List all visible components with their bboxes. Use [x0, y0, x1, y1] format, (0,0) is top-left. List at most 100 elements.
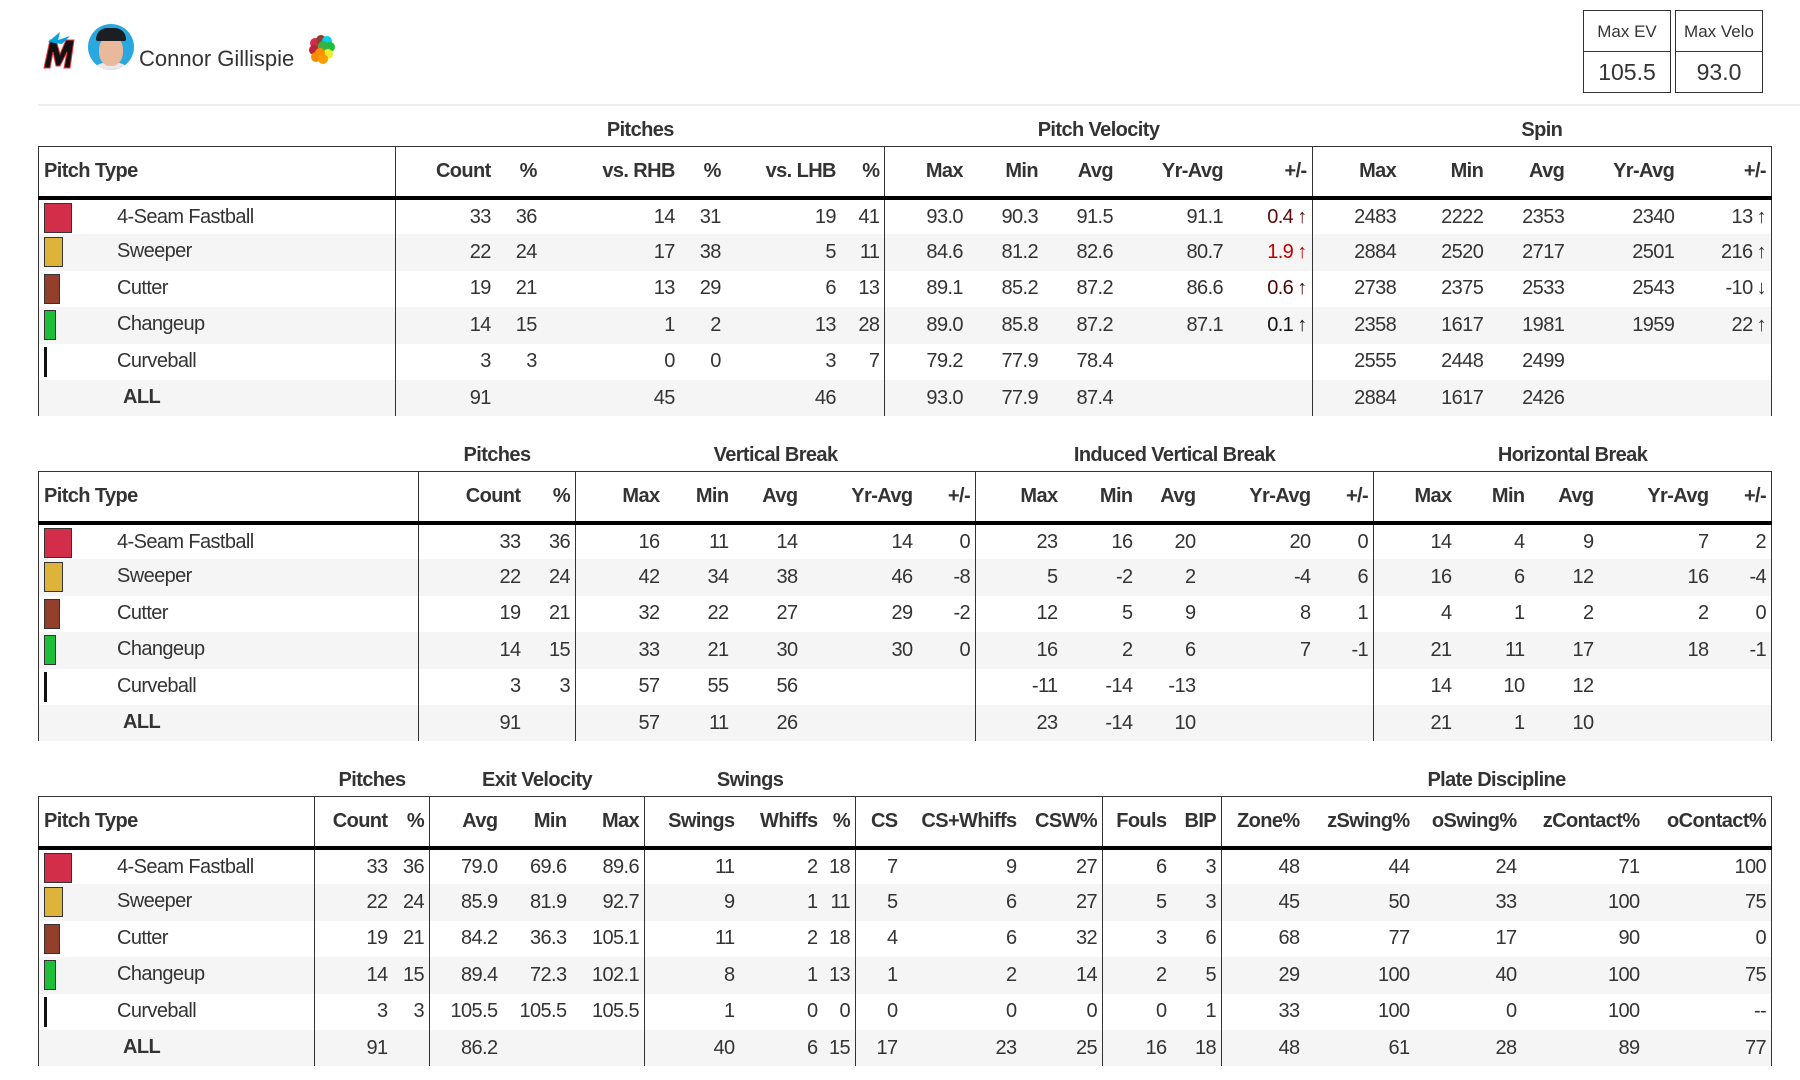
column-header-min[interactable]: Min — [1456, 470, 1530, 525]
cell-avg: 86.2 — [429, 1029, 503, 1067]
column-header-pitch-type[interactable]: Pitch Type — [38, 470, 419, 525]
cell-bip: 1 — [1205, 1000, 1217, 1023]
column-header-yr-avg[interactable]: Yr-Avg — [802, 470, 918, 525]
cell-min: 85.8 — [967, 307, 1043, 344]
column-header-max[interactable]: Max — [1373, 470, 1457, 525]
cell-max: 21 — [1373, 704, 1457, 742]
column-header-min[interactable]: Min — [502, 795, 572, 850]
column-header-blank[interactable]: % — [840, 145, 885, 200]
column-header-ocontact[interactable]: oContact% — [1644, 795, 1773, 850]
column-header-blank[interactable]: +/- — [1228, 145, 1313, 200]
cell-avg: 27 — [776, 602, 798, 625]
column-header-blank[interactable]: % — [495, 145, 542, 200]
cell-min: 2448 — [1441, 350, 1484, 373]
cell-blank — [1713, 668, 1773, 705]
column-header-blank[interactable]: % — [525, 470, 576, 525]
cell-bip: 18 — [1171, 1029, 1222, 1067]
column-header-max[interactable]: Max — [975, 470, 1063, 525]
cell-avg: -13 — [1168, 675, 1196, 698]
cell-bip: 6 — [1205, 927, 1217, 950]
player-avatar — [88, 24, 134, 70]
column-header-blank[interactable]: +/- — [1315, 470, 1374, 525]
cell-vs-rhb: 13 — [653, 277, 676, 300]
cell-vs-lhb: 46 — [725, 379, 841, 417]
column-header-count[interactable]: Count — [314, 795, 393, 850]
column-header-zcontact[interactable]: zContact% — [1521, 795, 1645, 850]
cell-yr-avg: -4 — [1200, 559, 1316, 596]
column-header-yr-avg[interactable]: Yr-Avg — [1118, 145, 1229, 200]
pitch-name: Curveball — [117, 674, 197, 697]
column-header-count[interactable]: Count — [418, 470, 526, 525]
column-header-max[interactable]: Max — [571, 795, 645, 850]
cell-yr-avg — [1598, 704, 1714, 742]
column-header-cs[interactable]: CS — [855, 795, 903, 850]
column-header-max[interactable]: Max — [1311, 145, 1402, 200]
cell-yr-avg — [803, 669, 918, 705]
column-header-zswing[interactable]: zSwing% — [1304, 795, 1415, 850]
cell-max: 105.1 — [591, 927, 640, 950]
cell-swings: 11 — [644, 848, 740, 885]
column-header-min[interactable]: Min — [664, 470, 734, 525]
column-header-avg[interactable]: Avg — [1488, 145, 1570, 200]
cell-min: -2 — [1062, 559, 1138, 596]
column-header-pitch-type[interactable]: Pitch Type — [38, 795, 315, 850]
cell-zcontact: 90 — [1618, 927, 1641, 950]
pitch-type-cell: Sweeper — [38, 559, 419, 596]
column-header-vs-lhb[interactable]: vs. LHB — [725, 145, 841, 200]
column-header-whiffs[interactable]: Whiffs — [739, 795, 823, 850]
column-header-blank[interactable]: +/- — [1713, 470, 1773, 525]
column-header-min[interactable]: Min — [1062, 470, 1138, 525]
column-header-fouls[interactable]: Fouls — [1102, 795, 1172, 850]
column-header-avg[interactable]: Avg — [1137, 470, 1201, 525]
cell-fouls: 2 — [1102, 957, 1172, 994]
column-header-min[interactable]: Min — [967, 145, 1043, 200]
cell-blank: 13 — [822, 957, 856, 994]
group-header-pitches: Pitches — [606, 118, 675, 141]
table-row: 4-Seam Fastball 33 36 16 11 14 14 0 23 16 20 20 0 14 4… — [38, 523, 1773, 560]
column-header-cs-whiffs[interactable]: CS+Whiffs — [902, 795, 1022, 850]
column-header-avg[interactable]: Avg — [429, 795, 503, 850]
arrow-up-icon: ↑ — [1297, 313, 1307, 336]
cell-blank: 21 — [548, 602, 571, 625]
cell-cs-whiffs: 0 — [1006, 1000, 1017, 1023]
column-header-min[interactable]: Min — [1401, 145, 1489, 200]
cell-blank — [918, 669, 976, 705]
pitch-name: Changeup — [117, 963, 205, 986]
cell-blank: 22 ↑ — [1679, 307, 1773, 344]
column-header-max[interactable]: Max — [575, 470, 665, 525]
column-header-vs-rhb[interactable]: vs. RHB — [541, 145, 680, 200]
column-header-avg[interactable]: Avg — [733, 470, 803, 525]
cell-min: 2375 — [1441, 277, 1484, 300]
column-header-csw[interactable]: CSW% — [1021, 795, 1103, 850]
delta-value: 1.9 — [1267, 241, 1294, 264]
cell-avg: 2 — [1137, 559, 1201, 596]
cell-avg: 9 — [1583, 530, 1594, 553]
column-header-blank[interactable]: % — [392, 795, 430, 850]
cell-avg: 105.5 — [429, 993, 503, 1030]
group-header-induced-vertical-break: Induced Vertical Break — [1073, 443, 1276, 466]
cell-avg: 2717 — [1488, 234, 1570, 271]
cell-blank — [840, 379, 885, 417]
column-header-blank[interactable]: +/- — [917, 470, 976, 525]
column-header-yr-avg[interactable]: Yr-Avg — [1569, 145, 1680, 200]
column-header-bip[interactable]: BIP — [1171, 795, 1222, 850]
column-header-yr-avg[interactable]: Yr-Avg — [1200, 470, 1316, 525]
column-header-zone[interactable]: Zone% — [1221, 795, 1305, 850]
cell-max: -11 — [975, 668, 1063, 705]
column-header-max[interactable]: Max — [884, 145, 968, 200]
cell-yr-avg — [802, 704, 918, 742]
column-header-blank[interactable]: +/- — [1679, 145, 1773, 200]
cell-blank: 15 — [392, 957, 430, 994]
column-header-count[interactable]: Count — [395, 145, 496, 200]
column-header-avg[interactable]: Avg — [1042, 145, 1119, 200]
cell-blank: 3 — [559, 675, 571, 698]
column-header-oswing[interactable]: oSwing% — [1414, 795, 1522, 850]
column-header-blank[interactable]: % — [679, 145, 726, 200]
column-header-pitch-type[interactable]: Pitch Type — [37, 145, 396, 200]
cell-blank: 0 — [710, 350, 721, 373]
group-header-pitches: Pitches — [463, 443, 532, 466]
column-header-blank[interactable]: % — [822, 795, 856, 850]
column-header-yr-avg[interactable]: Yr-Avg — [1598, 470, 1714, 525]
column-header-swings[interactable]: Swings — [644, 795, 740, 850]
column-header-avg[interactable]: Avg — [1529, 470, 1599, 525]
